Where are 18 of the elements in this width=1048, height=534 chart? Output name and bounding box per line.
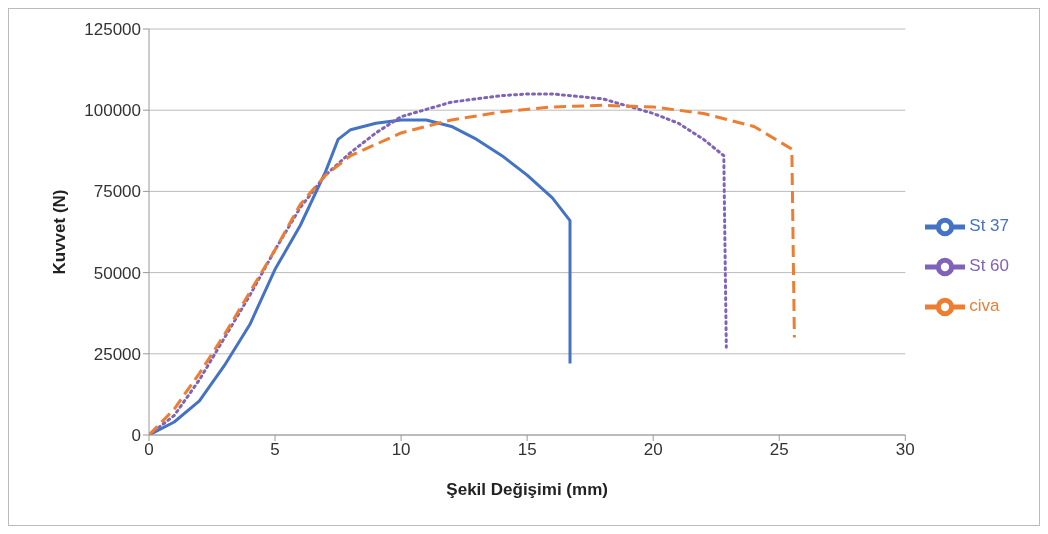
x-tick-label: 20 bbox=[643, 440, 663, 460]
y-tick-label: 100000 bbox=[84, 101, 141, 121]
y-axis-title: Kuvvet (N) bbox=[50, 189, 70, 275]
x-tick-label: 0 bbox=[144, 440, 154, 460]
legend-label: St 60 bbox=[969, 256, 1009, 276]
y-tick-label: 50000 bbox=[93, 263, 141, 283]
legend-label: civa bbox=[969, 296, 1000, 316]
x-tick-label: 5 bbox=[270, 440, 280, 460]
legend-label: St 37 bbox=[969, 216, 1009, 236]
x-tick-label: 10 bbox=[391, 440, 411, 460]
x-axis-title: Şekil Değişimi (mm) bbox=[446, 480, 608, 499]
y-tick-label: 25000 bbox=[93, 344, 141, 364]
y-tick-label: 0 bbox=[131, 426, 141, 446]
x-tick-label: 30 bbox=[895, 440, 915, 460]
y-tick-label: 125000 bbox=[84, 20, 141, 40]
x-tick-label: 15 bbox=[517, 440, 537, 460]
x-tick-label: 25 bbox=[769, 440, 789, 460]
y-tick-label: 75000 bbox=[93, 182, 141, 202]
